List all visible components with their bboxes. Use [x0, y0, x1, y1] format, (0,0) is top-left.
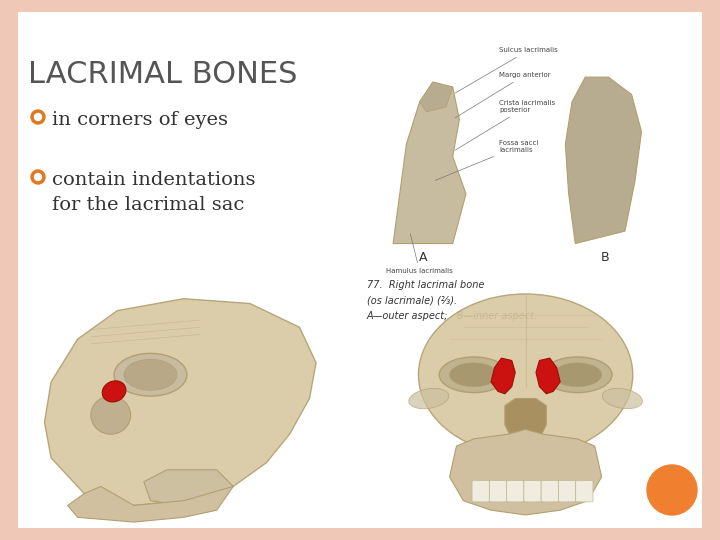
Ellipse shape — [553, 363, 602, 387]
Polygon shape — [420, 82, 453, 112]
Text: 77.  Right lacrimal bone: 77. Right lacrimal bone — [366, 280, 484, 290]
Polygon shape — [565, 77, 642, 244]
Ellipse shape — [543, 357, 612, 393]
Circle shape — [31, 170, 45, 184]
Polygon shape — [491, 358, 516, 394]
Polygon shape — [45, 299, 316, 505]
Polygon shape — [449, 429, 602, 515]
Text: (os lacrimale) (⅔).: (os lacrimale) (⅔). — [366, 295, 456, 306]
FancyBboxPatch shape — [559, 481, 576, 502]
Text: Crista lacrimalis
posterior: Crista lacrimalis posterior — [455, 100, 555, 150]
FancyBboxPatch shape — [490, 481, 507, 502]
Ellipse shape — [439, 357, 508, 393]
Polygon shape — [68, 487, 233, 522]
Polygon shape — [144, 470, 233, 505]
Text: LACRIMAL BONES: LACRIMAL BONES — [28, 60, 297, 89]
FancyBboxPatch shape — [0, 528, 720, 540]
FancyBboxPatch shape — [0, 0, 720, 12]
Polygon shape — [393, 82, 466, 244]
Ellipse shape — [102, 381, 126, 402]
Text: B: B — [600, 251, 609, 264]
Circle shape — [35, 113, 42, 120]
Ellipse shape — [603, 388, 642, 409]
FancyBboxPatch shape — [524, 481, 541, 502]
Ellipse shape — [409, 388, 449, 409]
Ellipse shape — [449, 363, 498, 387]
Text: A: A — [418, 251, 427, 264]
Polygon shape — [505, 399, 546, 444]
Text: Hamulus lacrimalis: Hamulus lacrimalis — [386, 234, 453, 274]
Ellipse shape — [418, 294, 633, 456]
Circle shape — [35, 173, 42, 180]
Text: Fossa sacci
lacrimalis: Fossa sacci lacrimalis — [436, 140, 539, 180]
Circle shape — [647, 465, 697, 515]
Text: Sulcus lacrimalis: Sulcus lacrimalis — [455, 48, 558, 93]
FancyBboxPatch shape — [507, 481, 524, 502]
Polygon shape — [536, 358, 560, 394]
FancyBboxPatch shape — [541, 481, 559, 502]
FancyBboxPatch shape — [702, 0, 720, 540]
FancyBboxPatch shape — [576, 481, 593, 502]
Ellipse shape — [124, 359, 177, 390]
Text: Margo anterior: Margo anterior — [455, 72, 551, 118]
Ellipse shape — [91, 396, 130, 434]
FancyBboxPatch shape — [472, 481, 490, 502]
Ellipse shape — [114, 353, 187, 396]
Text: A—outer aspect;   B—inner aspect.: A—outer aspect; B—inner aspect. — [366, 311, 538, 321]
Circle shape — [31, 110, 45, 124]
Text: in corners of eyes: in corners of eyes — [52, 111, 228, 129]
Text: contain indentations
for the lacrimal sac: contain indentations for the lacrimal sa… — [52, 171, 256, 214]
FancyBboxPatch shape — [0, 0, 18, 540]
